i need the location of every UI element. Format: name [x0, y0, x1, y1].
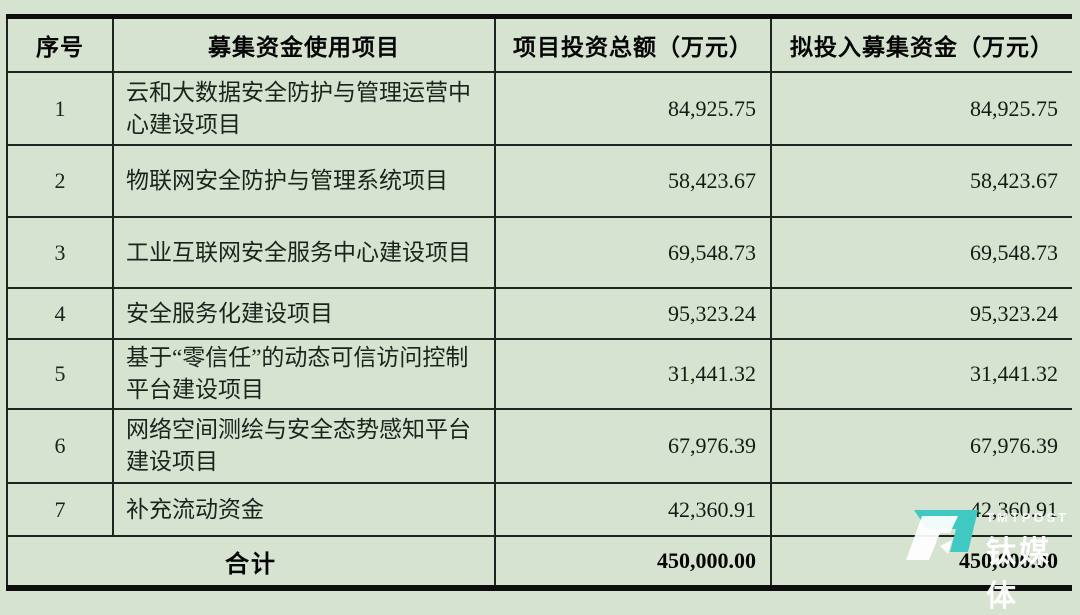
row-raised-funds: 31,441.32 — [771, 339, 1072, 410]
table-row: 3 工业互联网安全服务中心建设项目 69,548.73 69,548.73 — [7, 217, 1072, 289]
row-total-investment: 58,423.67 — [495, 145, 772, 218]
header-raised-funds: 拟投入募集资金（万元） — [771, 16, 1072, 73]
row-total-investment: 95,323.24 — [495, 288, 772, 340]
row-total-investment: 42,360.91 — [495, 483, 772, 537]
row-total-investment: 84,925.75 — [495, 72, 772, 146]
row-total-investment: 31,441.32 — [495, 339, 772, 410]
table-footer: 合计 450,000.00 450,000.00 — [7, 536, 1072, 588]
table-row: 1 云和大数据安全防护与管理运营中心建设项目 84,925.75 84,925.75 — [7, 72, 1072, 146]
table-row: 5 基于“零信任”的动态可信访问控制平台建设项目 31,441.32 31,441.3… — [7, 339, 1072, 410]
row-raised-funds: 95,323.24 — [771, 288, 1072, 340]
header-seq: 序号 — [7, 16, 114, 73]
table-header: 序号 募集资金使用项目 项目投资总额（万元） 拟投入募集资金（万元） — [7, 16, 1072, 73]
row-raised-funds: 84,925.75 — [771, 72, 1072, 146]
row-raised-funds: 42,360.91 — [771, 483, 1072, 537]
row-project-name: 云和大数据安全防护与管理运营中心建设项目 — [113, 72, 496, 146]
row-total-investment: 69,548.73 — [495, 217, 772, 289]
row-project-name: 物联网安全防护与管理系统项目 — [113, 145, 496, 218]
row-project-name: 工业互联网安全服务中心建设项目 — [113, 217, 496, 289]
row-seq: 6 — [7, 409, 114, 484]
row-raised-funds: 58,423.67 — [771, 145, 1072, 218]
row-seq: 7 — [7, 483, 114, 537]
total-investment-sum: 450,000.00 — [495, 536, 772, 588]
row-seq: 5 — [7, 339, 114, 410]
table-row: 6 网络空间测绘与安全态势感知平台建设项目 67,976.39 67,976.39 — [7, 409, 1072, 484]
row-project-name: 基于“零信任”的动态可信访问控制平台建设项目 — [113, 339, 496, 410]
row-raised-funds: 67,976.39 — [771, 409, 1072, 484]
table-body: 1 云和大数据安全防护与管理运营中心建设项目 84,925.75 84,925.75 2… — [7, 72, 1072, 537]
header-project: 募集资金使用项目 — [113, 16, 496, 73]
row-project-name: 补充流动资金 — [113, 483, 496, 537]
table-row: 4 安全服务化建设项目 95,323.24 95,323.24 — [7, 288, 1072, 340]
use-of-proceeds-table: 序号 募集资金使用项目 项目投资总额（万元） 拟投入募集资金（万元） 1 云和大数… — [6, 14, 1072, 591]
row-seq: 2 — [7, 145, 114, 218]
total-label: 合计 — [7, 536, 496, 588]
row-seq: 1 — [7, 72, 114, 146]
row-seq: 3 — [7, 217, 114, 289]
row-raised-funds: 69,548.73 — [771, 217, 1072, 289]
raised-funds-sum: 450,000.00 — [959, 548, 1058, 573]
document-page: { "page": { "background": "#d5e3d0", "bo… — [6, 14, 1072, 613]
row-project-name: 网络空间测绘与安全态势感知平台建设项目 — [113, 409, 496, 484]
total-row: 合计 450,000.00 450,000.00 — [7, 536, 1072, 588]
row-seq: 4 — [7, 288, 114, 340]
table-row: 7 补充流动资金 42,360.91 42,360.91 — [7, 483, 1072, 537]
row-total-investment: 67,976.39 — [495, 409, 772, 484]
table-row: 2 物联网安全防护与管理系统项目 58,423.67 58,423.67 — [7, 145, 1072, 218]
header-row: 序号 募集资金使用项目 项目投资总额（万元） 拟投入募集资金（万元） — [7, 16, 1072, 73]
row-project-name: 安全服务化建设项目 — [113, 288, 496, 340]
header-total-investment: 项目投资总额（万元） — [495, 16, 772, 73]
